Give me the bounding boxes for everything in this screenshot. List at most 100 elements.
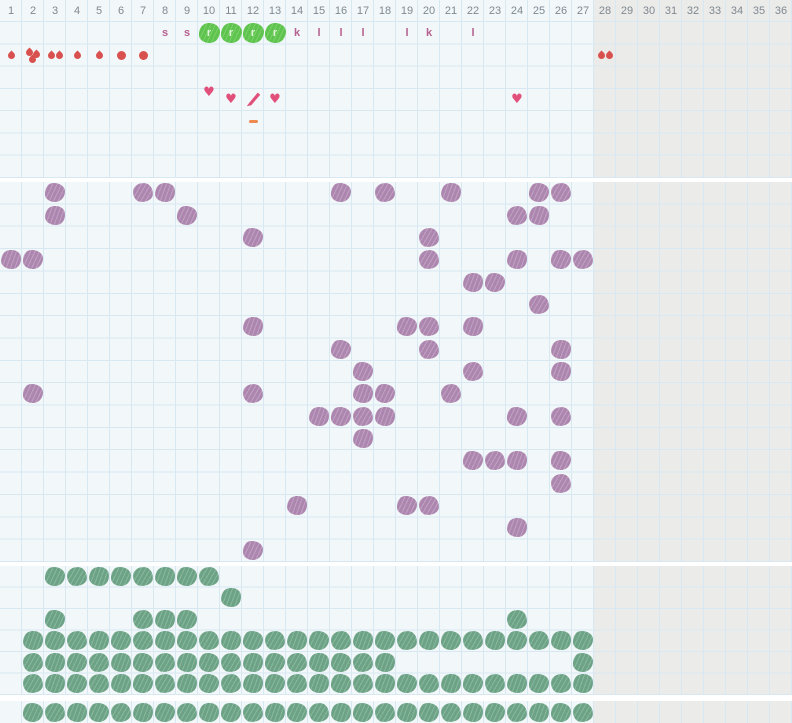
scribble-mark-green[interactable] — [220, 630, 242, 652]
scribble-mark-green[interactable] — [462, 630, 484, 652]
scribble-mark-green[interactable] — [551, 703, 571, 722]
scribble-mark-purple[interactable] — [242, 383, 264, 405]
scribble-mark-green[interactable] — [220, 651, 242, 673]
day-number[interactable]: 26 — [554, 5, 568, 17]
scribble-mark-green[interactable] — [463, 674, 483, 694]
flow-mark[interactable] — [22, 45, 44, 67]
scribble-mark-green[interactable] — [242, 673, 264, 695]
scribble-mark-green[interactable] — [331, 674, 351, 694]
scribble-mark-green[interactable] — [528, 630, 550, 652]
scribble-mark-green[interactable] — [198, 630, 220, 652]
scribble-mark-green[interactable] — [221, 703, 241, 722]
scribble-mark-purple[interactable] — [132, 182, 154, 204]
scribble-mark-green[interactable] — [529, 674, 549, 694]
scribble-mark-green[interactable] — [397, 674, 417, 694]
highlight-mark[interactable]: r — [220, 23, 242, 43]
scribble-mark-green[interactable] — [199, 652, 219, 672]
day-number[interactable]: 31 — [664, 5, 678, 17]
scribble-mark-purple[interactable] — [286, 495, 308, 516]
scribble-mark-purple[interactable] — [529, 183, 549, 203]
scribble-mark-green[interactable] — [440, 702, 462, 723]
scribble-mark-green[interactable] — [374, 702, 396, 723]
scribble-mark-green[interactable] — [506, 702, 528, 723]
day-number[interactable]: 17 — [356, 5, 370, 17]
scribble-mark-purple[interactable] — [550, 472, 572, 494]
symptom-letter[interactable]: s — [183, 27, 191, 40]
symptom-letter[interactable]: l — [471, 27, 475, 40]
scribble-mark-purple[interactable] — [418, 338, 440, 360]
day-number[interactable]: 10 — [202, 5, 216, 17]
day-number[interactable]: 23 — [488, 5, 502, 17]
scribble-mark-purple[interactable] — [485, 272, 505, 292]
day-number[interactable]: 5 — [95, 5, 103, 17]
scribble-mark-green[interactable] — [330, 630, 352, 652]
scribble-mark-green[interactable] — [198, 565, 220, 587]
scribble-mark-green[interactable] — [441, 631, 461, 651]
scribble-mark-purple[interactable] — [418, 249, 440, 271]
symptom-letter[interactable]: l — [405, 27, 409, 40]
scribble-mark-green[interactable] — [198, 702, 220, 723]
scribble-mark-purple[interactable] — [418, 495, 440, 516]
scribble-mark-green[interactable] — [199, 674, 219, 694]
scribble-mark-green[interactable] — [132, 565, 154, 587]
scribble-mark-green[interactable] — [111, 631, 131, 651]
scribble-mark-green[interactable] — [264, 630, 286, 652]
day-number[interactable]: 25 — [532, 5, 546, 17]
scribble-mark-purple[interactable] — [243, 227, 263, 247]
day-number[interactable]: 4 — [73, 5, 81, 17]
scribble-mark-green[interactable] — [286, 651, 308, 673]
scribble-mark-green[interactable] — [242, 702, 264, 723]
scribble-mark-purple[interactable] — [551, 451, 571, 471]
scribble-mark-purple[interactable] — [352, 428, 374, 449]
scribble-mark-green[interactable] — [88, 673, 110, 695]
scribble-mark-green[interactable] — [573, 631, 593, 651]
scribble-mark-green[interactable] — [133, 674, 153, 694]
scribble-mark-green[interactable] — [352, 651, 374, 673]
scribble-mark-green[interactable] — [308, 651, 330, 673]
scribble-mark-purple[interactable] — [331, 339, 351, 359]
scribble-mark-green[interactable] — [23, 703, 43, 722]
scribble-mark-green[interactable] — [485, 703, 505, 722]
scribble-mark-green[interactable] — [418, 630, 440, 652]
flow-mark[interactable] — [132, 45, 154, 67]
event-mark[interactable]: ♥ — [506, 89, 528, 111]
scribble-mark-green[interactable] — [66, 702, 88, 723]
event-mark[interactable]: ♥ — [198, 82, 220, 104]
scribble-mark-green[interactable] — [419, 703, 439, 722]
scribble-mark-green[interactable] — [45, 566, 65, 586]
scribble-mark-green[interactable] — [154, 651, 176, 673]
scribble-mark-green[interactable] — [132, 702, 154, 723]
scribble-mark-purple[interactable] — [507, 406, 527, 426]
scribble-mark-green[interactable] — [550, 673, 572, 695]
day-number[interactable]: 9 — [183, 5, 191, 17]
scribble-mark-green[interactable] — [67, 652, 87, 672]
scribble-mark-purple[interactable] — [418, 316, 440, 338]
scribble-mark-green[interactable] — [154, 608, 176, 630]
scribble-mark-green[interactable] — [45, 631, 65, 651]
scribble-mark-green[interactable] — [374, 673, 396, 695]
scribble-mark-green[interactable] — [572, 673, 594, 695]
scribble-mark-green[interactable] — [287, 703, 307, 722]
flow-mark[interactable] — [66, 45, 88, 67]
scribble-mark-green[interactable] — [330, 702, 352, 723]
symptom-letter[interactable]: l — [339, 27, 343, 40]
event-mark[interactable]: ♥ — [220, 89, 242, 111]
scribble-mark-green[interactable] — [352, 630, 374, 652]
scribble-mark-green[interactable] — [462, 702, 484, 723]
scribble-mark-green[interactable] — [308, 702, 330, 723]
scribble-mark-green[interactable] — [45, 609, 65, 629]
scribble-mark-purple[interactable] — [374, 182, 396, 204]
scribble-mark-green[interactable] — [155, 703, 175, 722]
scribble-mark-purple[interactable] — [418, 227, 440, 248]
day-number[interactable]: 11 — [225, 5, 237, 17]
scribble-mark-purple[interactable] — [44, 204, 66, 226]
scribble-mark-green[interactable] — [507, 631, 527, 651]
scribble-mark-green[interactable] — [506, 673, 528, 695]
scribble-mark-green[interactable] — [44, 702, 66, 723]
scribble-mark-green[interactable] — [352, 673, 374, 695]
scribble-mark-green[interactable] — [308, 673, 330, 695]
scribble-mark-green[interactable] — [396, 630, 418, 652]
event-mark[interactable]: ♥ — [264, 89, 286, 111]
day-number[interactable]: 1 — [7, 5, 15, 17]
scribble-mark-green[interactable] — [177, 631, 197, 651]
